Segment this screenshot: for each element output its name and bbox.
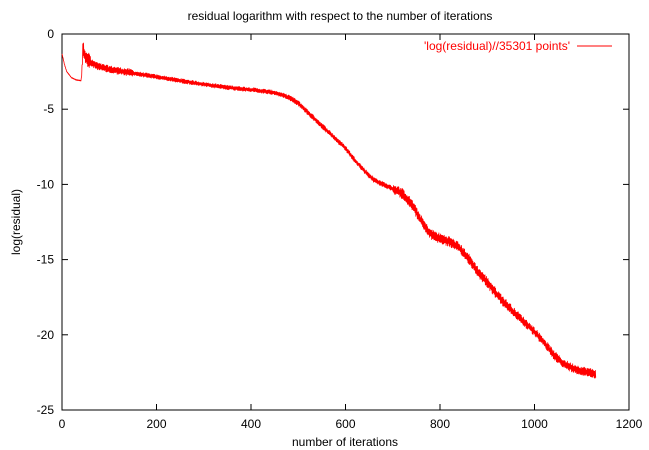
y-tick-label-0: 0: [47, 27, 54, 41]
legend: 'log(residual)//35301 points': [424, 39, 612, 53]
x-tick-label-1: 200: [146, 417, 166, 431]
y-tick-label-1: -5: [43, 102, 54, 116]
legend-label-0: 'log(residual)//35301 points': [424, 39, 570, 53]
y-tick-label-3: -15: [37, 253, 55, 267]
x-tick-label-5: 1000: [521, 417, 548, 431]
chart-title: residual logarithm with respect to the n…: [188, 9, 493, 23]
x-tick-label-0: 0: [59, 417, 66, 431]
y-tick-label-4: -20: [37, 328, 55, 342]
x-tick-label-6: 1200: [616, 417, 643, 431]
x-tick-label-2: 400: [241, 417, 261, 431]
y-tick-label-5: -25: [37, 403, 55, 417]
series-line-0: [61, 42, 597, 379]
plot-area: 0 200 400 600 800 1000 1200 0 -5 -10 -15 -20 -25: [37, 27, 643, 431]
x-tick-label-4: 800: [430, 417, 450, 431]
x-axis-label: number of iterations: [292, 435, 398, 449]
x-tick-label-3: 600: [335, 417, 355, 431]
plot-frame: [61, 33, 630, 411]
y-tick-label-2: -10: [37, 177, 55, 191]
y-axis-label: log(residual): [9, 189, 23, 255]
